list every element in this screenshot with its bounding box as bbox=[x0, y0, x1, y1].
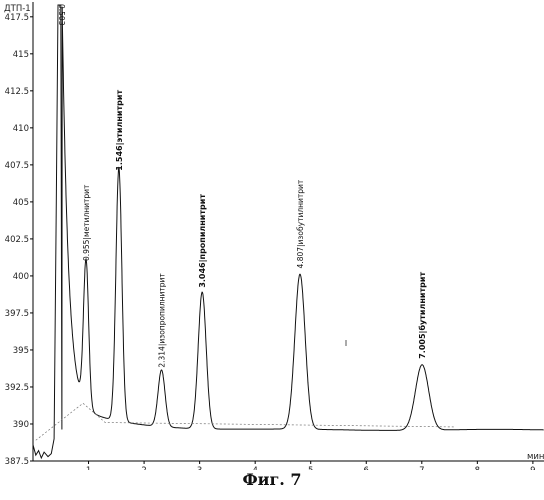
y-tick-label: 415 bbox=[13, 50, 29, 60]
y-tick-label: 405 bbox=[13, 198, 29, 208]
chromatogram-trace bbox=[33, 5, 544, 458]
peak-label: 1.546|этилнитрит bbox=[115, 90, 124, 171]
peak-label: 4.807|изобутилнитрит bbox=[296, 179, 305, 268]
y-tick-label: 387.5 bbox=[5, 457, 29, 467]
y-tick-label: 412.5 bbox=[5, 87, 29, 97]
integration-baseline bbox=[36, 403, 455, 440]
y-tick-label: 395 bbox=[13, 346, 29, 356]
chromatogram-chart: ДТП-1 мин 387.5390392.5395397.5400402.54… bbox=[0, 0, 544, 470]
y-tick-label: 392.5 bbox=[5, 383, 29, 393]
y-tick-label: 397.5 bbox=[5, 309, 29, 319]
y-ticks: 387.5 390 392.5 395 397.5 400 402.5 405 407.5 410… bbox=[5, 13, 33, 467]
plot-frame bbox=[33, 2, 544, 461]
y-tick-label: 402.5 bbox=[5, 235, 29, 245]
y-tick-label: 417.5 bbox=[5, 13, 29, 23]
peak-label: 3.046|пропилнитрит bbox=[198, 194, 207, 288]
solvent-peak-label: 0.503 bbox=[57, 4, 66, 26]
x-axis-title: мин bbox=[527, 452, 544, 462]
peak-label: 2.314|изопропилнитрит bbox=[158, 273, 167, 368]
y-tick-label: 390 bbox=[13, 420, 29, 430]
figure-caption: Фиг. 7 bbox=[0, 470, 544, 489]
y-tick-label: 400 bbox=[13, 272, 29, 282]
peak-labels: 0.503 0.955|метилнитрит 1.546|этилнитрит 2.… bbox=[36, 4, 455, 440]
peak-label: 7.005|бутилнитрит bbox=[417, 272, 427, 359]
y-tick-label: 407.5 bbox=[5, 161, 29, 171]
y-tick-label: 410 bbox=[13, 124, 29, 134]
x-ticks: 123456789 bbox=[86, 461, 536, 470]
peak-label: 0.955|метилнитрит bbox=[82, 184, 91, 261]
